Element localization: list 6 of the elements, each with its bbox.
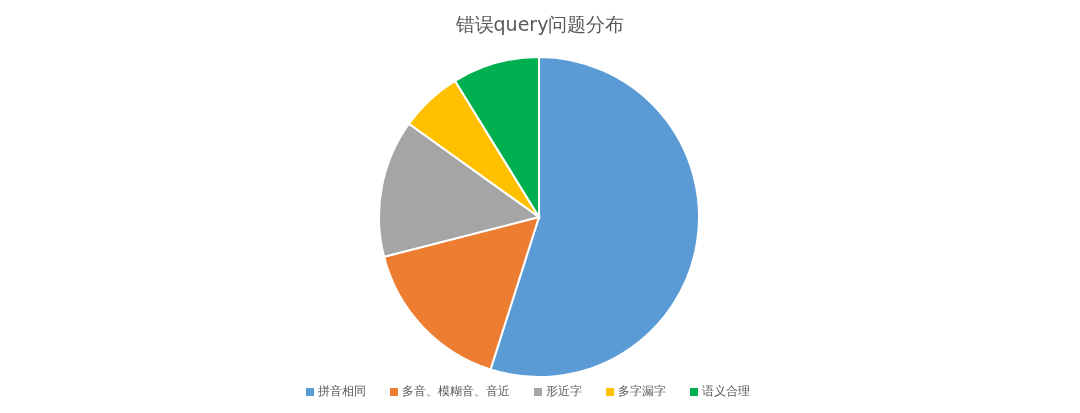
legend-label: 语义合理 (702, 384, 750, 398)
legend-label: 多音、模糊音、音近 (402, 384, 510, 398)
chart-title: 错误query问题分布 (454, 12, 626, 37)
legend-label: 形近字 (546, 384, 582, 398)
legend-label: 多字漏字 (618, 384, 666, 398)
legend-label: 拼音相同 (318, 384, 366, 398)
